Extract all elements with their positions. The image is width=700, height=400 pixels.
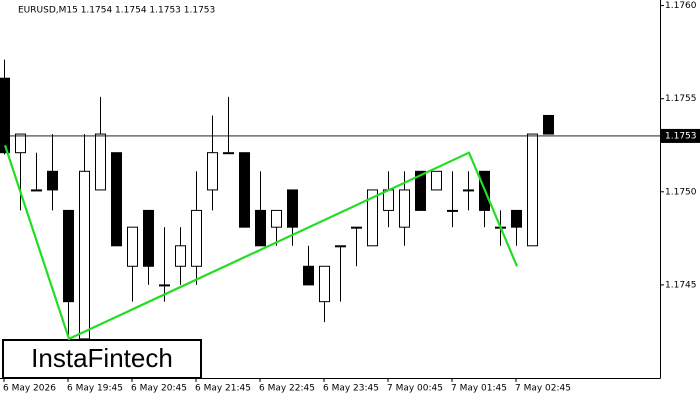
logo: InstaFintech bbox=[31, 343, 173, 373]
candle-body bbox=[223, 152, 234, 155]
x-tick-label: 6 May 20:45 bbox=[131, 384, 187, 394]
candle-body bbox=[0, 77, 10, 154]
x-tick-label: 6 May 21:45 bbox=[195, 384, 251, 394]
candle-body bbox=[255, 209, 266, 247]
candle-body bbox=[511, 209, 522, 228]
y-tick-label: 1.1750 bbox=[665, 187, 697, 197]
x-tick-label: 6 May 19:45 bbox=[67, 384, 123, 394]
candle-body bbox=[463, 189, 474, 192]
chart-title: EURUSD,M15 1.1754 1.1754 1.1753 1.1753 bbox=[18, 6, 215, 16]
candle-body bbox=[447, 209, 458, 212]
candle-body bbox=[15, 133, 26, 154]
logo-box bbox=[2, 339, 202, 379]
candle-body bbox=[271, 209, 282, 228]
x-tick-label: 6 May 22:45 bbox=[259, 384, 315, 394]
candle-body bbox=[31, 189, 42, 192]
x-tick-label: 6 May 23:45 bbox=[323, 384, 379, 394]
plot-area bbox=[0, 59, 554, 340]
x-tick-label: 6 May 2026 bbox=[3, 384, 56, 394]
candle-body bbox=[319, 265, 330, 303]
candle-body bbox=[95, 133, 106, 191]
candle-body bbox=[47, 170, 58, 191]
candle-body bbox=[143, 209, 154, 267]
candle-body bbox=[303, 265, 314, 286]
candle-body bbox=[175, 245, 186, 267]
y-tick-label: 1.1760 bbox=[665, 1, 697, 11]
x-tick-label: 7 May 02:45 bbox=[515, 384, 571, 394]
last-price-box bbox=[661, 128, 700, 143]
y-tick-label: 1.1755 bbox=[665, 94, 697, 104]
y-tick-label: 1.1745 bbox=[665, 280, 697, 290]
candle-body bbox=[351, 226, 362, 229]
candle-body bbox=[207, 152, 218, 191]
candle-body bbox=[159, 284, 170, 287]
candle-body bbox=[239, 152, 250, 228]
candle-body bbox=[111, 152, 122, 247]
pattern-line bbox=[3, 144, 519, 341]
x-tick-label: 7 May 00:45 bbox=[387, 384, 443, 394]
candle-body bbox=[415, 170, 426, 211]
last-price-label: 1.1753 bbox=[665, 131, 697, 141]
candle-body bbox=[63, 209, 74, 303]
candle-body bbox=[367, 189, 378, 247]
x-tick-label: 7 May 01:45 bbox=[451, 384, 507, 394]
candle-body bbox=[431, 170, 442, 191]
candle-body bbox=[287, 189, 298, 228]
candle-body bbox=[127, 226, 138, 267]
candle-body bbox=[335, 245, 346, 248]
candle-body bbox=[399, 189, 410, 228]
candle-body bbox=[543, 114, 554, 135]
candle-body bbox=[191, 209, 202, 267]
candle-body bbox=[527, 133, 538, 247]
candle-body bbox=[79, 170, 90, 340]
